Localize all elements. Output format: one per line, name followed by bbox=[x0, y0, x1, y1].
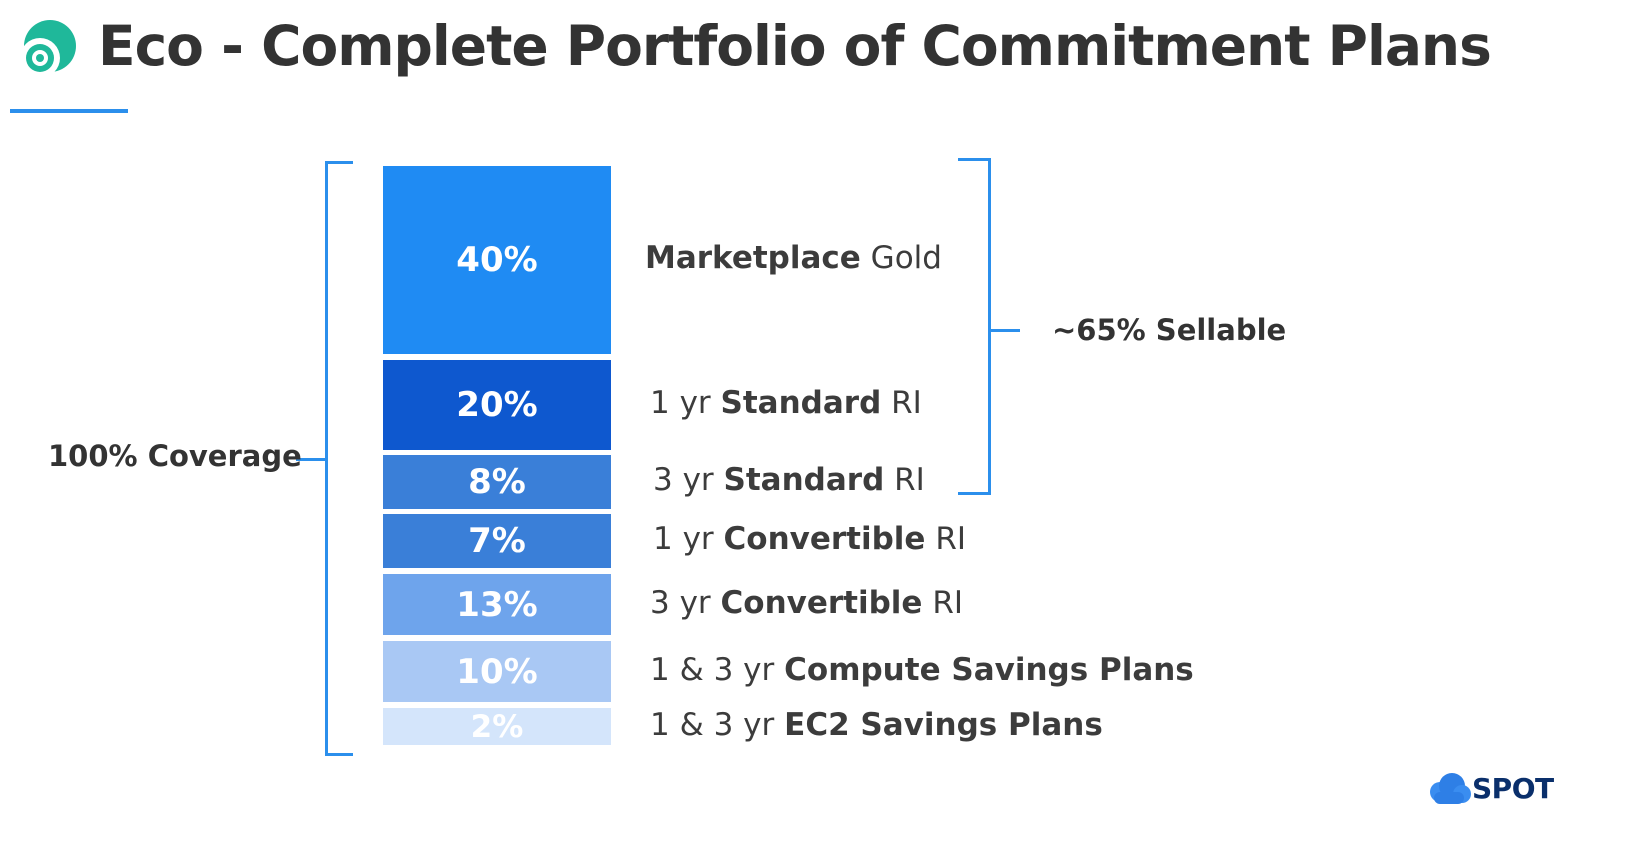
segment-label-prefix: 3 yr bbox=[650, 584, 721, 621]
segment-label-prefix: 1 & 3 yr bbox=[650, 651, 785, 688]
slide-title: Eco - Complete Portfolio of Commitment P… bbox=[98, 14, 1492, 78]
sellable-label: ~65% Sellable bbox=[1052, 313, 1287, 347]
segment-label: 1 yr Convertible RI bbox=[653, 521, 966, 557]
segment-label-bold: Compute Savings Plans bbox=[784, 651, 1194, 688]
segment-10-percent: 10% bbox=[383, 641, 611, 702]
segment-label: 1 & 3 yr EC2 Savings Plans bbox=[650, 707, 1103, 743]
segment-label-bold: Standard bbox=[720, 385, 882, 421]
coverage-bracket bbox=[325, 161, 353, 756]
segment-label: 1 & 3 yr Compute Savings Plans bbox=[650, 652, 1194, 688]
sellable-bracket-tick bbox=[988, 329, 1020, 332]
segment-label: Marketplace Gold bbox=[645, 240, 942, 276]
segment-label-bold: EC2 Savings Plans bbox=[784, 706, 1103, 743]
segment-13-percent: 13% bbox=[383, 574, 611, 635]
segment-label-prefix: 1 yr bbox=[653, 521, 724, 557]
segment-label-suffix: Gold bbox=[860, 240, 942, 276]
segment-40-percent: 40% bbox=[383, 166, 611, 354]
segment-label-bold: Convertible bbox=[720, 584, 923, 621]
segment-label-prefix: 1 yr bbox=[650, 385, 721, 421]
segment-label-prefix: 3 yr bbox=[653, 462, 724, 498]
sellable-bracket bbox=[958, 158, 991, 495]
segment-label-bold: Marketplace bbox=[645, 240, 861, 276]
segment-7-percent: 7% bbox=[383, 514, 611, 568]
segment-label-suffix: RI bbox=[925, 521, 967, 557]
segment-label-bold: Standard bbox=[723, 462, 885, 498]
segment-label-bold: Convertible bbox=[723, 521, 926, 557]
eco-logo bbox=[20, 20, 76, 78]
segment-label: 3 yr Convertible RI bbox=[650, 585, 963, 621]
spot-cloud-icon bbox=[1430, 773, 1471, 804]
segment-label-prefix: 1 & 3 yr bbox=[650, 706, 785, 743]
segment-2-percent: 2% bbox=[383, 708, 611, 745]
title-underline bbox=[10, 109, 128, 113]
segment-8-percent: 8% bbox=[383, 455, 611, 509]
segment-label: 1 yr Standard RI bbox=[650, 385, 922, 421]
segment-label-suffix: RI bbox=[881, 385, 922, 421]
segment-label-suffix: RI bbox=[884, 462, 925, 498]
coverage-bracket-tick bbox=[296, 458, 326, 461]
coverage-label: 100% Coverage bbox=[48, 439, 302, 473]
segment-label: 3 yr Standard RI bbox=[653, 462, 925, 498]
segment-label-suffix: RI bbox=[922, 584, 964, 621]
spot-brand: SPOT bbox=[1472, 772, 1554, 805]
segment-20-percent: 20% bbox=[383, 360, 611, 450]
